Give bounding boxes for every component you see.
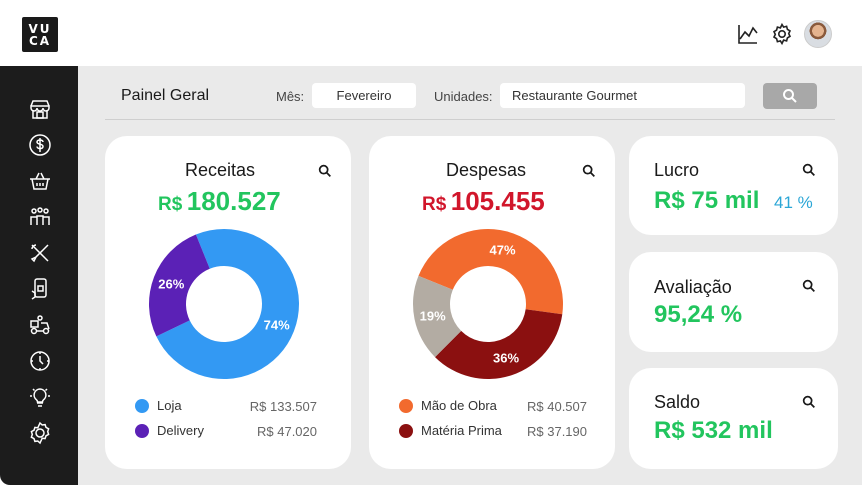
legend-item: Loja [135, 398, 182, 413]
gear-icon[interactable] [770, 22, 794, 46]
legend-label: Loja [157, 398, 182, 413]
lucro-percent: 41 % [774, 193, 813, 212]
search-icon[interactable] [801, 394, 817, 410]
page-title: Painel Geral [121, 87, 210, 104]
month-select[interactable]: Fevereiro [312, 83, 416, 108]
chart-line-icon[interactable] [736, 22, 760, 46]
search-icon[interactable] [801, 278, 817, 294]
legend-label: Mão de Obra [421, 398, 497, 413]
search-icon [783, 89, 797, 103]
people-icon[interactable] [27, 204, 53, 230]
saldo-card: Saldo R$ 532 mil [629, 368, 838, 469]
legend-swatch [135, 398, 149, 413]
donut-slice-label: 47% [490, 242, 516, 257]
header-divider [105, 119, 835, 120]
receitas-value: R$ 180.527 [158, 186, 281, 217]
donut-slice-label: 19% [420, 308, 446, 323]
units-label: Unidades: [434, 89, 493, 104]
main-area: Painel Geral Mês: Fevereiro Unidades: Re… [78, 66, 862, 485]
brand-logo[interactable]: VU CA [22, 17, 58, 52]
receitas-card: Receitas R$ 180.527 74% 26% Loja R$ 133.5… [105, 136, 351, 469]
donut-slice [149, 234, 210, 337]
store-icon[interactable] [27, 96, 53, 122]
lucro-title: Lucro [654, 160, 700, 180]
logo-line-2: CA [28, 33, 52, 48]
legend-item: Delivery [135, 423, 204, 438]
despesas-donut-chart: 47% 36% 19% [413, 228, 563, 379]
logo-line-1: VU [28, 21, 52, 36]
lucro-value: R$ 75 mil [654, 187, 760, 214]
receitas-currency: R$ [158, 194, 183, 215]
legend-item: Mão de Obra [399, 398, 497, 413]
basket-icon[interactable] [27, 168, 53, 194]
phone-order-icon[interactable] [27, 276, 53, 302]
legend-swatch [399, 423, 413, 438]
despesas-amount: 105.455 [450, 186, 545, 216]
search-button[interactable] [763, 83, 817, 109]
despesas-value: R$ 105.455 [422, 186, 545, 217]
avaliacao-title: Avaliação [654, 277, 732, 297]
legend-swatch [399, 398, 413, 413]
avaliacao-card: Avaliação 95,24 % [629, 252, 838, 352]
legend-label: Delivery [157, 423, 204, 438]
legend-value: R$ 47.020 [257, 424, 317, 439]
receitas-amount: 180.527 [186, 186, 281, 216]
receitas-title: Receitas [185, 160, 256, 180]
donut-slice-label: 26% [158, 277, 184, 292]
lightbulb-icon[interactable] [27, 384, 53, 410]
top-actions [736, 20, 832, 48]
top-bar: VU CA [0, 0, 862, 66]
donut-slice [156, 229, 299, 379]
legend-item: Matéria Prima [399, 423, 502, 438]
donut-slice [418, 228, 563, 315]
donut-slice [435, 309, 563, 379]
search-icon[interactable] [581, 163, 597, 179]
saldo-value: R$ 532 mil [654, 417, 773, 444]
utensils-icon[interactable] [27, 240, 53, 266]
despesas-title: Despesas [446, 160, 527, 180]
sidebar [0, 66, 78, 485]
receitas-donut-chart: 74% 26% [149, 229, 299, 379]
legend-value: R$ 37.190 [527, 424, 587, 439]
delivery-icon[interactable] [27, 312, 53, 338]
donut-slice-label: 74% [264, 317, 290, 332]
legend-value: R$ 133.507 [249, 399, 317, 414]
saldo-title: Saldo [654, 392, 701, 412]
units-input[interactable]: Restaurante Gourmet [500, 83, 745, 108]
despesas-card: Despesas R$ 105.455 47% 36% 19% Mão de Obr… [369, 136, 615, 469]
search-icon[interactable] [801, 162, 817, 178]
lucro-card: Lucro R$ 75 mil 41 % [629, 136, 838, 235]
user-avatar[interactable] [804, 20, 832, 48]
month-label: Mês: [276, 89, 305, 104]
search-icon[interactable] [317, 163, 333, 179]
despesas-currency: R$ [422, 194, 447, 215]
legend-label: Matéria Prima [421, 423, 502, 438]
donut-slice [413, 275, 462, 358]
dollar-icon[interactable] [27, 132, 53, 158]
donut-slice-label: 36% [493, 351, 519, 366]
badge-icon[interactable] [27, 420, 53, 446]
clock-icon[interactable] [27, 348, 53, 374]
avaliacao-value: 95,24 % [654, 301, 743, 328]
legend-swatch [135, 423, 149, 438]
legend-value: R$ 40.507 [527, 399, 587, 414]
